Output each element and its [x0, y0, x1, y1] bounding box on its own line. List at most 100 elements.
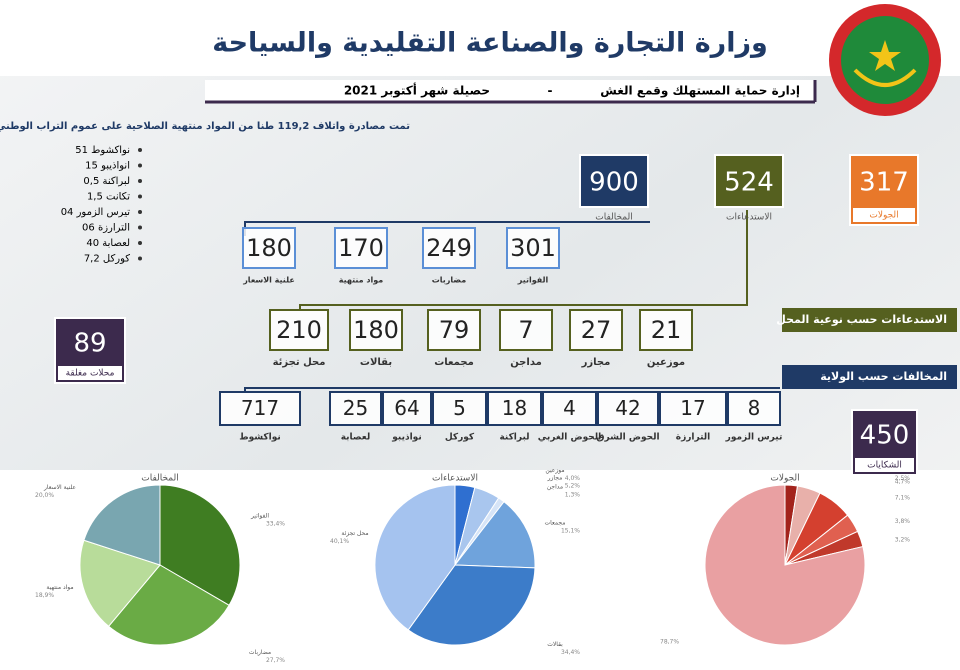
stat-label: كوركل — [445, 433, 475, 443]
slice-value-label: 15,1% — [561, 527, 580, 534]
stat-box — [542, 391, 597, 426]
slice-value-label: 4,7% — [895, 479, 911, 486]
pie-slice — [374, 484, 456, 631]
stat-box — [659, 391, 727, 426]
stat-label: الاستدعاءات — [726, 213, 772, 223]
stat-box — [579, 154, 649, 208]
stat-label: مداجن — [510, 357, 542, 368]
stat-box — [499, 309, 553, 351]
slice-value-label: 40,1% — [330, 538, 349, 545]
stat-value: 42 — [615, 396, 640, 420]
slice-name: مداجن — [547, 484, 563, 491]
slice-name: بقالات — [547, 641, 563, 648]
pie-slice — [454, 501, 536, 569]
stat-value: 8 — [748, 396, 761, 420]
bullet — [138, 225, 142, 230]
seizure-text: تمت مصادرة واتلاف 119,2 طنا من المواد من… — [0, 121, 410, 132]
bullet — [138, 256, 142, 261]
slice-name: مواد منتهية — [46, 584, 73, 591]
bullet — [138, 210, 142, 214]
pie-slice — [159, 484, 241, 606]
stat-label: نواكشوط — [239, 433, 281, 443]
stat-value: 170 — [338, 234, 384, 262]
stat-value: 18 — [502, 396, 527, 420]
slice-value-label: 5,2% — [565, 482, 581, 489]
stat-value: 900 — [589, 168, 639, 198]
pie-title: المخالفات — [141, 474, 179, 484]
label-strip — [855, 458, 914, 472]
stat-label: مواد منتهية — [339, 276, 384, 285]
stat-label: الترارزة — [676, 433, 711, 443]
bullet — [138, 163, 142, 168]
bullet — [138, 148, 142, 152]
subtitle-bar — [205, 80, 815, 102]
stat-value: 27 — [581, 316, 612, 344]
stat-box — [427, 309, 481, 351]
slice-value-label: 2,5% — [895, 475, 911, 482]
stat-value: 89 — [73, 329, 106, 359]
wilaya-title: المخالفات حسب الولاية — [820, 370, 947, 383]
stat-value: 717 — [241, 396, 279, 420]
pie-slice — [407, 564, 536, 646]
stat-label: لعصابة — [341, 433, 371, 443]
bullet — [138, 179, 142, 183]
logo — [829, 4, 941, 116]
period: حصيلة شهر أكتوبر 2021 — [344, 83, 490, 99]
stat-label: موزعين — [647, 357, 685, 368]
title: وزارة التجارة والصناعة التقليدية والسياح… — [212, 28, 768, 59]
stat-box — [597, 391, 659, 426]
stat-label: محلات مغلقة — [66, 369, 115, 379]
stat-box — [714, 154, 784, 208]
stat-box — [422, 227, 476, 269]
stat-label: مجازر — [581, 357, 611, 368]
slice-value-label: 18,9% — [35, 592, 54, 599]
seizure-item: 06 الترارزة — [82, 223, 130, 234]
stat-value: 7 — [518, 316, 533, 344]
stat-label: الحوض الشرق — [596, 433, 659, 443]
stat-value: 64 — [394, 396, 419, 420]
stat-value: 301 — [510, 234, 556, 262]
stat-label: الحوض الغربي — [538, 433, 601, 443]
department: إدارة حماية المستهلك وقمع الغش — [600, 84, 800, 99]
stat-label: الشكايات — [867, 461, 902, 471]
stat-value: 25 — [343, 396, 368, 420]
summons-title: الاستدعاءات حسب نوعية المحل — [776, 313, 947, 326]
stat-label: مجمعات — [434, 357, 474, 368]
pie-title: الجولات — [770, 474, 799, 484]
slice-name: مجمعات — [545, 519, 566, 526]
label-strip — [58, 366, 122, 380]
slice-name: مجازر — [547, 474, 563, 481]
stat-box — [382, 391, 432, 426]
stat-value: 79 — [439, 316, 470, 344]
stat-box — [639, 309, 693, 351]
seizure-item: 15 انواذيبو — [85, 161, 130, 172]
stat-value: 210 — [276, 316, 322, 344]
stat-box — [242, 227, 296, 269]
slice-value-label: 3,8% — [895, 518, 911, 525]
stat-label: مضاربات — [432, 276, 467, 285]
pie-slice — [79, 539, 161, 628]
slice-value-label: 7,1% — [895, 495, 911, 502]
seizure-item: 7,2 كوركل — [84, 254, 130, 265]
slice-name: محل تجزئة — [341, 530, 368, 537]
stat-box — [432, 391, 487, 426]
stat-value: 180 — [246, 234, 292, 262]
stat-box — [334, 227, 388, 269]
pie-title: الاستدعاءات — [432, 474, 478, 484]
slice-value-label: 27,7% — [266, 657, 285, 664]
stat-value: 450 — [860, 421, 910, 451]
stat-box — [569, 309, 623, 351]
stat-value: 21 — [651, 316, 682, 344]
slice-value-label: 1,3% — [565, 492, 581, 499]
pie-slice — [107, 564, 230, 646]
stat-label: المخالفات — [595, 213, 633, 223]
pie-slice — [83, 484, 161, 566]
stat-label: نواذيبو — [391, 433, 421, 443]
stat-label: بقالات — [360, 357, 392, 368]
separator: - — [548, 84, 553, 98]
slice-value-label: 4,0% — [565, 475, 581, 482]
stat-box — [269, 309, 329, 351]
slice-value-label: 33,4% — [266, 521, 285, 528]
label-strip — [853, 208, 915, 222]
stat-box — [727, 391, 781, 426]
